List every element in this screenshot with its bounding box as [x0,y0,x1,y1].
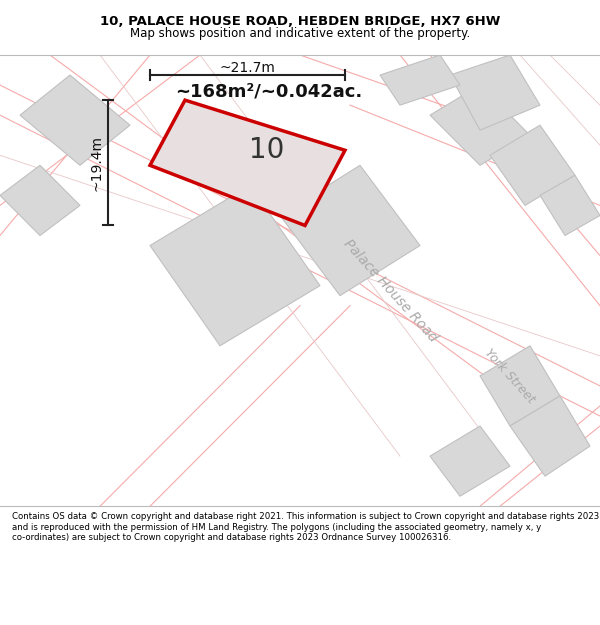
Text: Palace House Road: Palace House Road [340,237,440,345]
Polygon shape [150,100,345,226]
Polygon shape [430,426,510,496]
Text: 10: 10 [248,136,284,164]
Text: ~19.4m: ~19.4m [89,135,103,191]
Text: Contains OS data © Crown copyright and database right 2021. This information is : Contains OS data © Crown copyright and d… [12,512,599,542]
Polygon shape [280,165,420,296]
Polygon shape [510,396,590,476]
Polygon shape [0,165,80,236]
Polygon shape [150,186,320,346]
Polygon shape [380,55,460,105]
Text: York Street: York Street [482,346,538,406]
Polygon shape [490,125,575,206]
Polygon shape [430,85,530,165]
Polygon shape [450,55,540,130]
Polygon shape [480,346,560,426]
Text: Map shows position and indicative extent of the property.: Map shows position and indicative extent… [130,27,470,39]
Polygon shape [20,75,130,165]
Text: ~168m²/~0.042ac.: ~168m²/~0.042ac. [175,82,362,100]
Polygon shape [540,176,600,236]
Text: 10, PALACE HOUSE ROAD, HEBDEN BRIDGE, HX7 6HW: 10, PALACE HOUSE ROAD, HEBDEN BRIDGE, HX… [100,16,500,28]
Text: ~21.7m: ~21.7m [220,61,275,75]
